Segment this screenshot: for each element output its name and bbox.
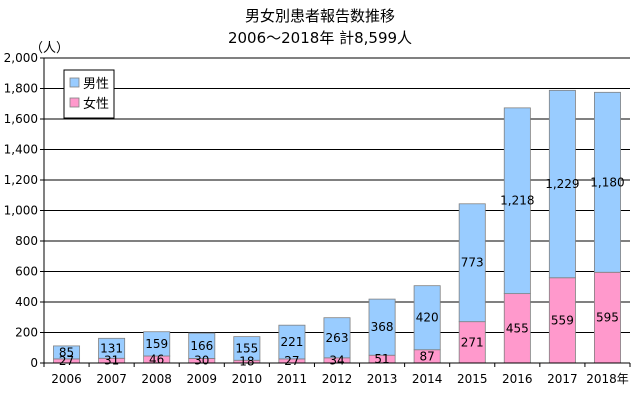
data-label: 1,229 — [545, 177, 579, 191]
bar-male — [278, 324, 306, 360]
data-label: 773 — [461, 256, 484, 270]
y-axis-unit-label: （人） — [30, 41, 70, 56]
y-tick-label: 1,200 — [4, 173, 38, 187]
x-tick-label: 2017 — [547, 372, 578, 386]
bar-male — [98, 337, 126, 359]
x-tick-label: 2011 — [277, 372, 308, 386]
bar-male — [188, 332, 216, 359]
data-label: 51 — [374, 352, 389, 366]
x-tick-label: 2006 — [51, 372, 82, 386]
x-tick-label: 2007 — [96, 372, 127, 386]
data-label: 455 — [506, 321, 529, 335]
bar-female — [593, 271, 621, 364]
data-label: 159 — [145, 337, 168, 351]
y-tick-label: 0 — [30, 356, 38, 370]
data-label: 221 — [280, 335, 303, 349]
bar-male — [593, 91, 621, 273]
data-label: 271 — [461, 335, 484, 349]
bar-male — [503, 107, 531, 295]
bar-female — [548, 277, 576, 364]
chart-subtitle: 2006～2018年 計8,599人 — [227, 29, 413, 47]
data-label: 18 — [239, 355, 254, 369]
data-label: 46 — [149, 352, 164, 366]
bar-male — [53, 345, 81, 360]
x-tick-label: 2014 — [412, 372, 443, 386]
axes — [40, 57, 631, 367]
x-tick-label: 2012 — [322, 372, 353, 386]
data-label: 155 — [235, 341, 258, 355]
data-label: 368 — [371, 320, 394, 334]
x-tick-label: 2008 — [141, 372, 172, 386]
x-tick-label: 2009 — [186, 372, 217, 386]
legend-label: 男性 — [83, 77, 109, 92]
bar-female — [503, 293, 531, 364]
bar-male — [143, 331, 171, 357]
data-label: 263 — [326, 331, 349, 345]
y-tick-label: 2,000 — [4, 51, 38, 65]
bar-male — [233, 336, 261, 361]
y-tick-label: 400 — [15, 295, 38, 309]
data-label: 34 — [329, 353, 344, 367]
bar-female — [458, 321, 486, 364]
data-label: 87 — [420, 349, 435, 363]
data-label: 595 — [596, 311, 619, 325]
data-label: 85 — [59, 345, 74, 359]
bar-male — [413, 285, 441, 351]
bar-male — [548, 89, 576, 279]
data-label: 31 — [104, 354, 119, 368]
data-label: 420 — [416, 311, 439, 325]
bars — [53, 89, 621, 364]
y-tick-label: 1,600 — [4, 112, 38, 126]
y-tick-label: 1,800 — [4, 82, 38, 96]
bar-male — [368, 298, 396, 356]
data-label: 1,180 — [590, 175, 624, 189]
x-tick-label: 2013 — [367, 372, 398, 386]
data-label: 131 — [100, 341, 123, 355]
x-tick-label: 2018年 — [586, 372, 629, 386]
x-tick-label: 2015 — [457, 372, 488, 386]
bar-male — [458, 203, 486, 323]
data-label: 1,218 — [500, 194, 534, 208]
x-tick-label: 2010 — [232, 372, 263, 386]
bar-male — [323, 317, 351, 359]
legend-swatch-male — [69, 77, 80, 88]
y-tick-label: 600 — [15, 265, 38, 279]
data-label: 30 — [194, 354, 209, 368]
chart-title: 男女別患者報告数推移 — [244, 7, 395, 25]
data-label: 27 — [59, 354, 74, 368]
y-tick-labels: 0 200 400 600 800 1,000 1,200 1,400 1,600 1,800 2,… — [4, 51, 38, 370]
data-label: 559 — [551, 313, 574, 327]
y-tick-label: 1,400 — [4, 143, 38, 157]
data-labels: 27 31 46 30 18 27 34 51 87 271 455 559 595 85 131 159 16… — [59, 175, 625, 368]
y-tick-label: 200 — [15, 326, 38, 340]
data-label: 27 — [284, 354, 299, 368]
legend-label: 女性 — [83, 96, 109, 112]
y-tick-label: 1,000 — [4, 204, 38, 218]
data-label: 166 — [190, 339, 213, 353]
legend-swatch-female — [69, 97, 80, 108]
x-tick-label: 2016 — [502, 372, 533, 386]
y-tick-label: 800 — [15, 234, 38, 248]
x-tick-labels: 2006 2007 2008 2009 2010 2011 2012 2013 2014 2015… — [51, 372, 628, 386]
gridlines — [44, 57, 630, 333]
